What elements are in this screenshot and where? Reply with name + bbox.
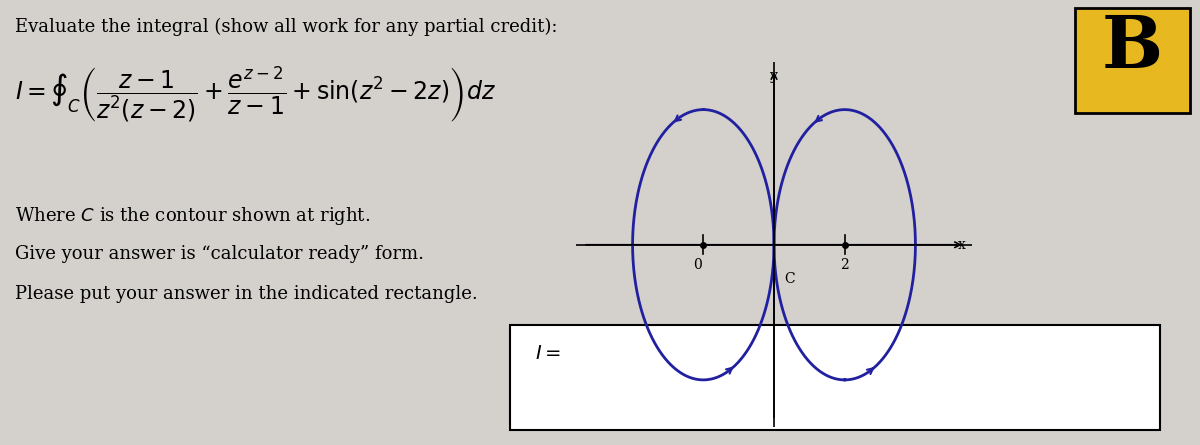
Text: $I =$: $I =$ <box>535 345 560 363</box>
Text: $I = \oint_C \left( \dfrac{z-1}{z^2(z-2)} + \dfrac{e^{z-2}}{z-1} + \sin(z^2 - 2z: $I = \oint_C \left( \dfrac{z-1}{z^2(z-2)… <box>14 65 496 125</box>
Text: Please put your answer in the indicated rectangle.: Please put your answer in the indicated … <box>14 285 478 303</box>
Text: C: C <box>785 271 794 286</box>
Text: Evaluate the integral (show all work for any partial credit):: Evaluate the integral (show all work for… <box>14 18 558 36</box>
Text: x: x <box>958 238 966 252</box>
Bar <box>1075 8 1190 113</box>
Bar <box>510 325 1160 430</box>
Text: Give your answer is “calculator ready” form.: Give your answer is “calculator ready” f… <box>14 245 424 263</box>
Text: B: B <box>1102 12 1163 83</box>
Text: y: y <box>770 69 778 83</box>
Text: Where $C$ is the contour shown at right.: Where $C$ is the contour shown at right. <box>14 205 371 227</box>
Text: 2: 2 <box>840 258 850 272</box>
Text: 0: 0 <box>694 258 702 272</box>
